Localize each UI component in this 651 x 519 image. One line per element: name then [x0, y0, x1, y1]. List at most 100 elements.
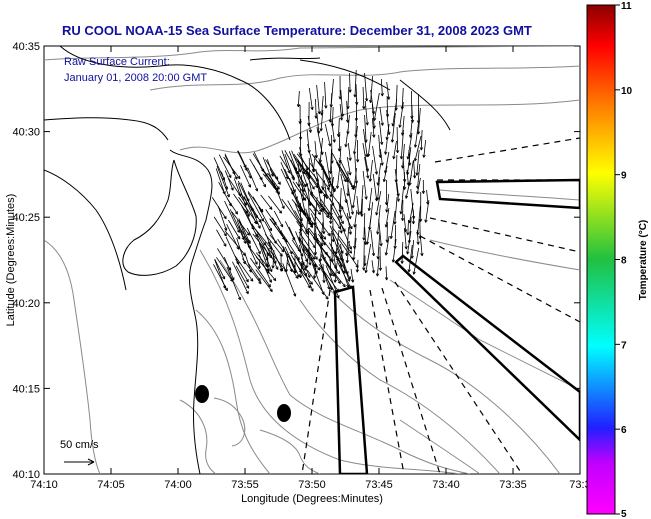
- current-arrow: [250, 206, 261, 229]
- current-arrow: [320, 199, 342, 230]
- current-arrow: [366, 131, 372, 157]
- current-arrow: [335, 159, 341, 189]
- current-arrow: [284, 253, 289, 273]
- current-arrow: [213, 264, 228, 292]
- current-arrow: [282, 263, 297, 297]
- current-arrow: [323, 259, 346, 288]
- current-arrow: [228, 219, 241, 240]
- current-arrow: [300, 263, 314, 292]
- current-arrow: [379, 120, 384, 145]
- current-arrow: [294, 202, 303, 222]
- current-arrow: [422, 139, 427, 158]
- current-arrow: [211, 197, 227, 220]
- current-arrow: [375, 190, 382, 216]
- current-arrow: [280, 168, 294, 196]
- current-arrow: [375, 258, 380, 277]
- current-arrow: [370, 229, 376, 257]
- current-arrow: [365, 215, 372, 245]
- current-arrow: [329, 256, 333, 277]
- current-arrow: [362, 170, 368, 200]
- current-arrow: [269, 234, 285, 253]
- dark-spot: [195, 385, 209, 403]
- current-arrow: [355, 259, 360, 273]
- current-arrow: [216, 229, 227, 247]
- current-arrow: [395, 126, 400, 154]
- current-arrow: [309, 162, 330, 190]
- current-arrow: [416, 229, 420, 245]
- current-arrow: [333, 262, 338, 283]
- x-tick-label: 73:45: [365, 479, 393, 491]
- current-arrow: [404, 174, 412, 199]
- current-arrow: [238, 196, 258, 225]
- current-arrow: [234, 255, 254, 282]
- current-arrow: [391, 238, 397, 263]
- current-arrow: [287, 200, 303, 228]
- current-arrow: [305, 168, 327, 198]
- current-arrow: [267, 172, 280, 190]
- current-arrow: [321, 254, 341, 284]
- current-arrow: [399, 129, 404, 160]
- current-arrow: [226, 266, 242, 301]
- current-arrow: [279, 155, 295, 179]
- current-arrow: [324, 81, 328, 109]
- current-arrow: [406, 219, 410, 236]
- colorbar-tick-label: 9: [621, 171, 627, 182]
- current-arrow: [305, 169, 319, 189]
- current-arrow: [364, 72, 369, 102]
- current-arrow: [296, 90, 301, 108]
- current-arrow: [279, 254, 283, 272]
- dark-spot: [277, 404, 291, 422]
- current-arrow: [241, 258, 262, 285]
- current-arrow: [271, 250, 275, 269]
- current-arrow: [300, 257, 311, 278]
- current-arrow: [290, 159, 305, 193]
- current-arrow: [344, 128, 349, 148]
- current-arrow: [296, 221, 316, 249]
- current-arrow: [406, 169, 410, 186]
- current-arrow: [373, 92, 380, 121]
- y-tick-label: 40:20: [12, 298, 40, 310]
- current-arrow: [285, 221, 296, 241]
- colorbar-label: Temperature (°C): [638, 220, 649, 301]
- current-arrow: [247, 191, 264, 213]
- current-arrow: [229, 209, 245, 241]
- current-arrow: [410, 239, 415, 259]
- current-arrow: [318, 201, 333, 220]
- current-arrow: [362, 86, 366, 110]
- radar-beam-polygons: [333, 178, 580, 474]
- current-arrow: [364, 100, 369, 126]
- current-arrow: [376, 176, 381, 201]
- current-arrow: [261, 245, 273, 273]
- current-arrow: [338, 215, 343, 234]
- current-arrow: [257, 258, 262, 270]
- current-arrow: [399, 185, 405, 215]
- x-tick-label: 74:05: [97, 479, 125, 491]
- x-tick-label: 74:10: [30, 479, 58, 491]
- y-axis-label: Latitude (Degrees:Minutes): [5, 194, 17, 327]
- current-arrow: [419, 129, 424, 151]
- current-arrow: [213, 216, 227, 237]
- bathymetry-contours: [44, 46, 580, 474]
- current-arrow: [269, 169, 281, 185]
- current-arrow: [295, 195, 311, 225]
- current-arrow: [339, 103, 344, 121]
- current-arrow: [290, 188, 302, 213]
- current-arrow: [372, 145, 379, 175]
- current-arrow: [262, 173, 279, 194]
- current-arrow: [385, 193, 390, 213]
- current-arrow: [321, 186, 335, 206]
- current-arrow: [280, 161, 289, 180]
- current-arrow: [324, 123, 332, 147]
- current-arrow: [216, 165, 230, 198]
- current-arrow: [316, 84, 321, 115]
- colorbar-tick-label: 6: [621, 425, 627, 436]
- colorbar-ticks: 11 10 9 8 7 6 5: [615, 1, 633, 519]
- y-tick-label: 40:25: [12, 212, 40, 224]
- current-arrow: [347, 184, 354, 215]
- current-arrow: [364, 156, 370, 179]
- current-arrow: [295, 181, 317, 212]
- current-arrow: [318, 259, 333, 291]
- current-arrow: [384, 235, 390, 256]
- current-arrow: [309, 208, 331, 237]
- current-arrow: [351, 181, 358, 209]
